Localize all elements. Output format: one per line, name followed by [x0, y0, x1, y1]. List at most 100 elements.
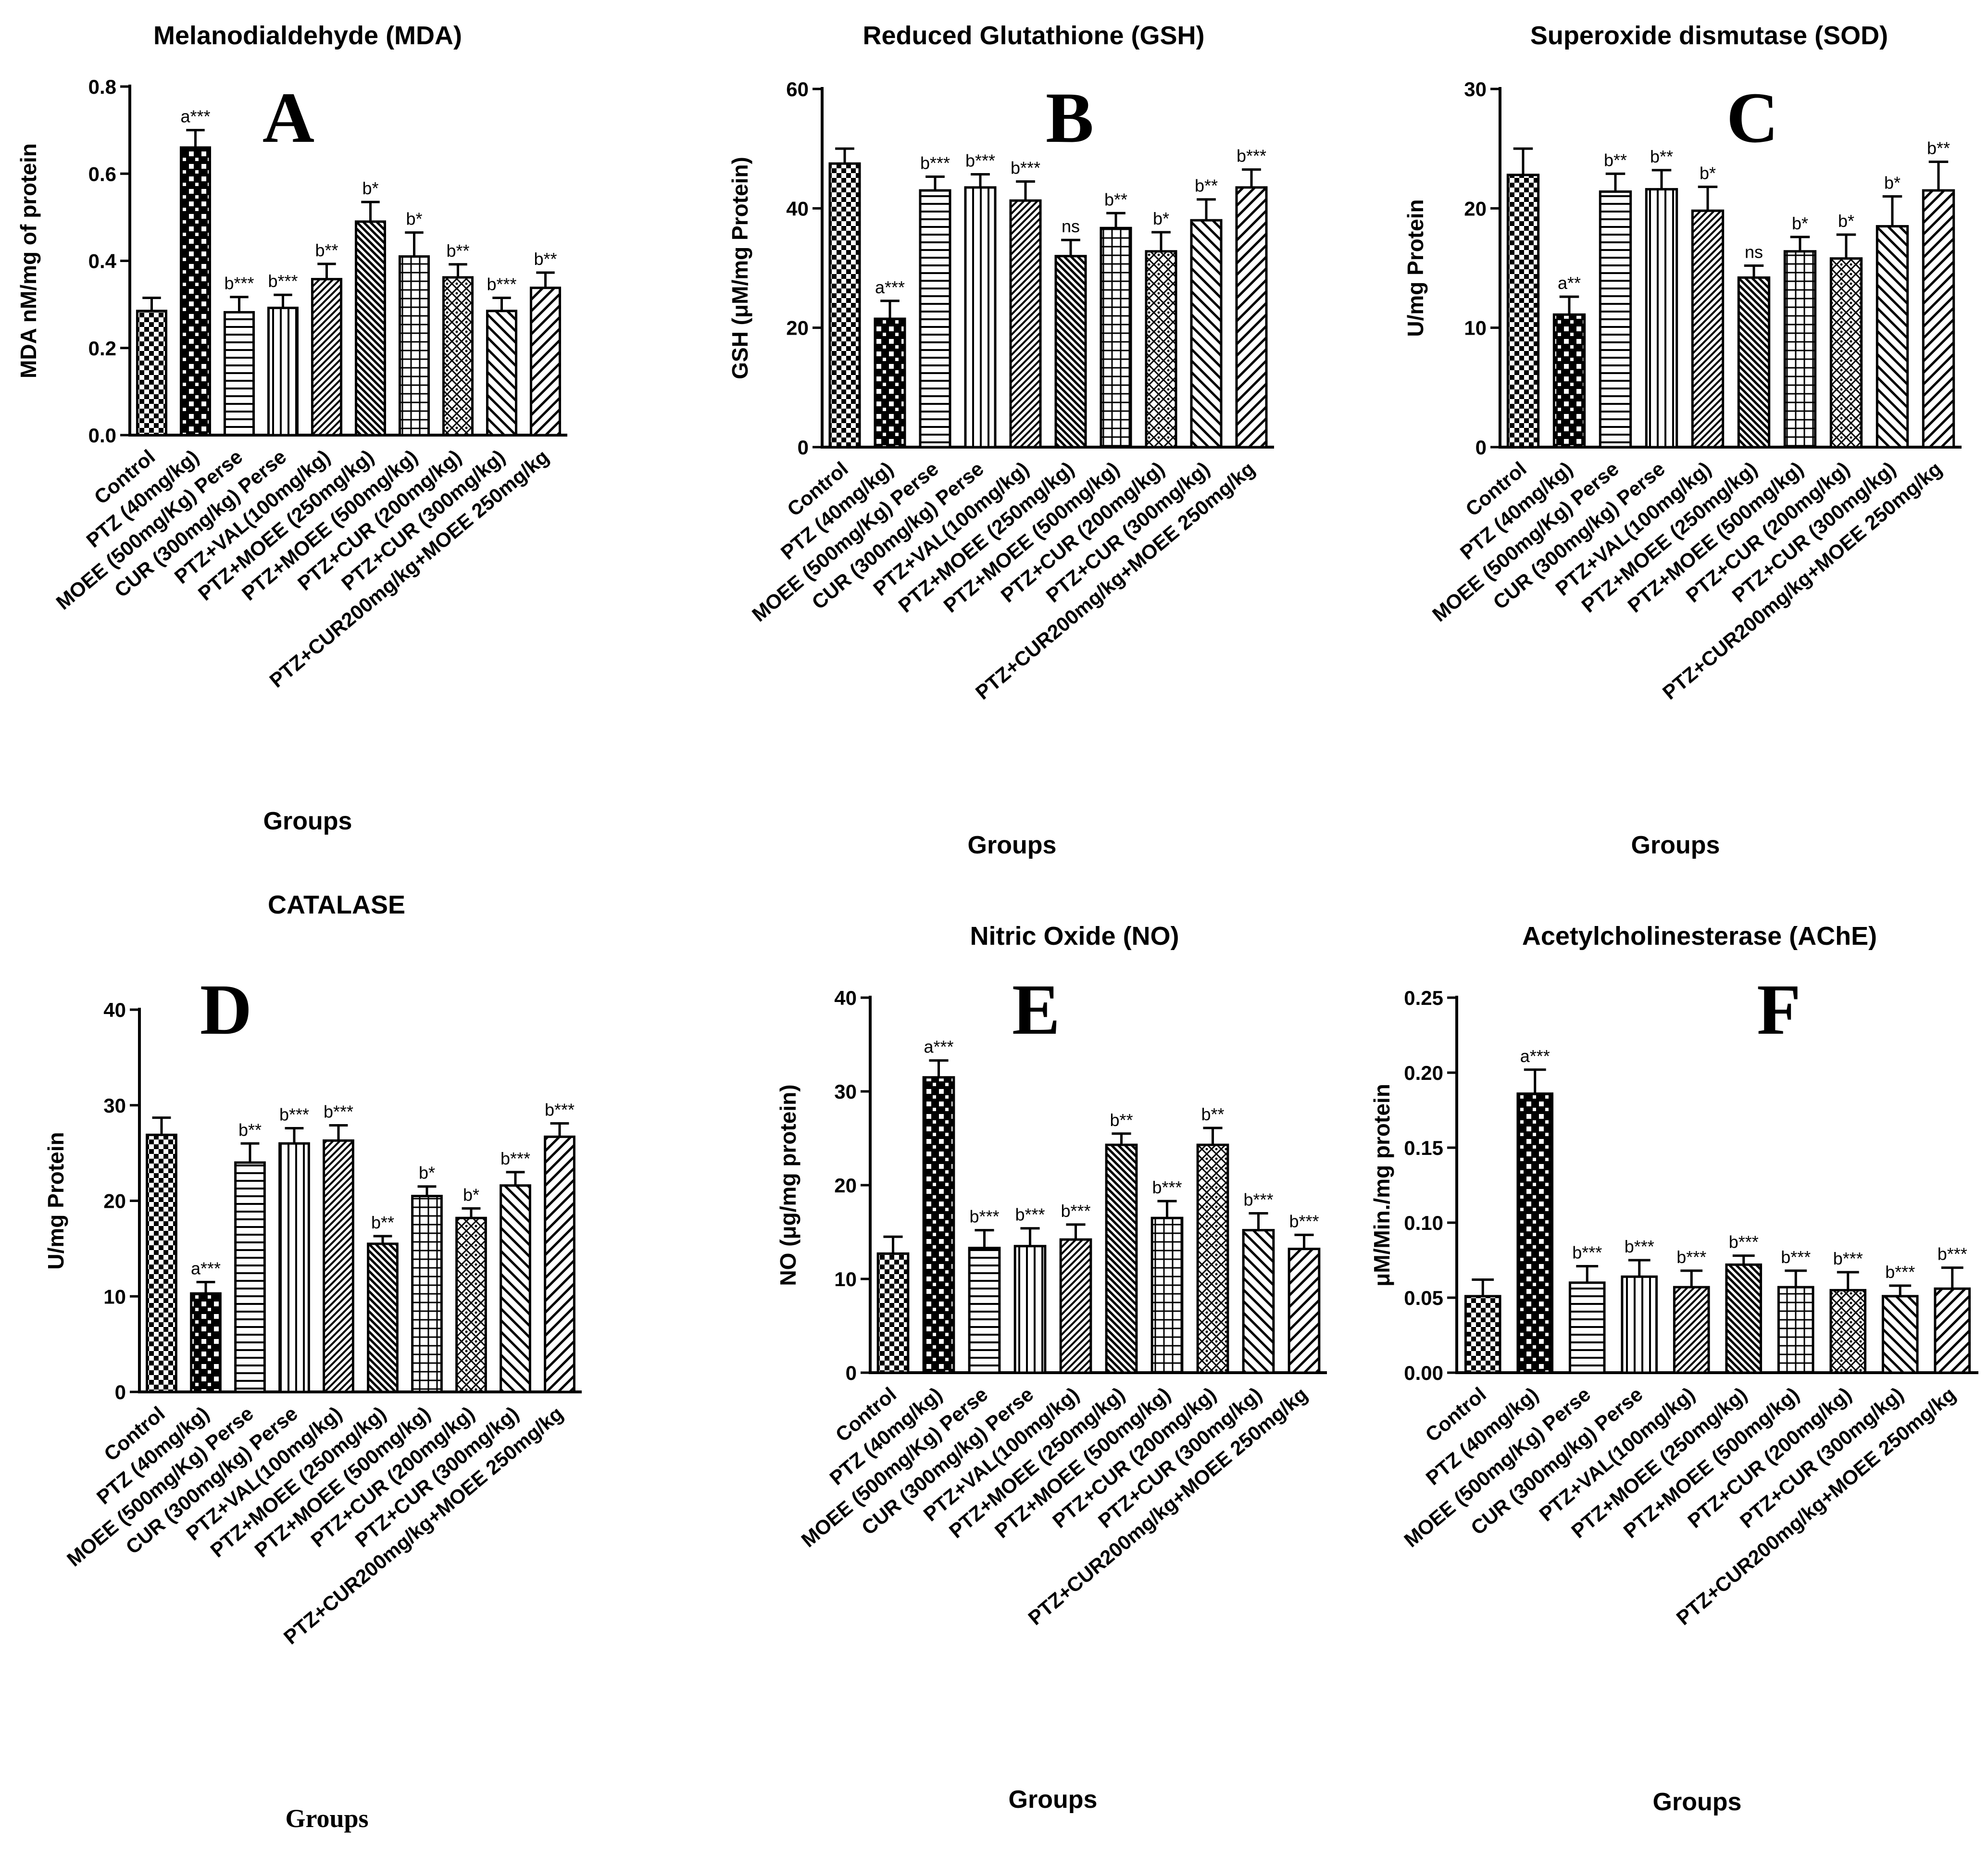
x-axis-label: Groups	[263, 807, 352, 835]
y-tick-label: 0.20	[1404, 1062, 1443, 1084]
bar	[1691, 209, 1725, 449]
bar	[1552, 313, 1586, 449]
y-tick-label: 0.6	[88, 163, 116, 185]
bar	[964, 186, 997, 449]
significance-label: b***	[1243, 1190, 1273, 1210]
bar	[1725, 1263, 1763, 1374]
bar	[367, 1242, 399, 1393]
y-axis-label: NO (μg/mg protein)	[775, 1084, 800, 1286]
significance-label: b***	[324, 1102, 353, 1121]
y-tick-label: 30	[1464, 78, 1487, 100]
bar	[1105, 1143, 1138, 1374]
y-axis-label: MDA nM/mg of protein	[16, 143, 41, 378]
bar	[411, 1195, 443, 1393]
y-tick-label: 0.8	[88, 75, 116, 98]
bar	[442, 276, 474, 437]
chart-title: Reduced Glutathione (GSH)	[863, 21, 1204, 50]
chart-title: Acetylcholinesterase (AChE)	[1522, 922, 1877, 951]
y-tick-label: 30	[834, 1080, 857, 1103]
significance-label: b*	[419, 1163, 435, 1183]
bar	[1881, 1295, 1919, 1374]
bar	[486, 310, 518, 437]
significance-label: b**	[1604, 150, 1627, 170]
chart-title: CATALASE	[268, 890, 405, 919]
bar	[311, 278, 343, 437]
bar	[1737, 276, 1771, 449]
bar	[1242, 1229, 1275, 1374]
significance-label: b**	[1201, 1104, 1224, 1124]
bar	[876, 1252, 910, 1374]
panel-label: B	[1046, 78, 1094, 158]
significance-label: ns	[1745, 242, 1763, 262]
bar	[223, 311, 255, 437]
y-tick-label: 0.0	[88, 424, 116, 447]
panel-label: D	[200, 970, 252, 1050]
bar	[1783, 250, 1817, 449]
panel-label: F	[1757, 970, 1801, 1050]
x-axis-label: Groups	[968, 831, 1057, 859]
significance-label: b***	[487, 275, 516, 294]
y-axis-label: GSH (μM/mg Protein)	[727, 157, 752, 379]
bar	[529, 287, 562, 437]
bar	[1875, 225, 1909, 449]
y-tick-label: 0.15	[1404, 1137, 1443, 1159]
y-tick-label: 40	[786, 197, 809, 220]
bar	[354, 220, 387, 437]
bar	[1922, 189, 1955, 449]
chart-title: Nitric Oxide (NO)	[970, 922, 1179, 951]
y-axis-label: μM/Min./mg protein	[1369, 1084, 1394, 1287]
significance-label: b**	[371, 1213, 394, 1232]
significance-label: b***	[1833, 1249, 1863, 1268]
significance-label: b**	[1110, 1110, 1133, 1130]
x-axis-label: Groups	[1631, 831, 1720, 859]
bar	[1054, 255, 1087, 449]
significance-label: b***	[1152, 1177, 1182, 1197]
bar	[968, 1247, 1001, 1374]
bar	[398, 255, 430, 437]
y-tick-label: 0.05	[1404, 1287, 1443, 1309]
bar	[1059, 1238, 1092, 1374]
bar	[1100, 226, 1132, 449]
bar	[1235, 186, 1268, 449]
bar	[1568, 1281, 1606, 1374]
significance-label: b***	[1572, 1242, 1602, 1262]
significance-label: a***	[191, 1258, 221, 1278]
significance-label: b*	[463, 1185, 479, 1204]
bar	[828, 162, 861, 449]
y-tick-label: 0	[798, 436, 809, 459]
bar	[1506, 174, 1540, 449]
significance-label: b*	[1884, 173, 1900, 193]
significance-label: b*	[1153, 209, 1169, 228]
significance-label: b***	[1885, 1262, 1915, 1282]
y-tick-label: 60	[786, 78, 809, 100]
bar	[1464, 1295, 1501, 1374]
bar	[1288, 1248, 1321, 1374]
bar	[922, 1076, 955, 1374]
significance-label: b**	[315, 240, 338, 260]
bar	[1009, 199, 1042, 449]
y-tick-label: 0.25	[1404, 987, 1443, 1009]
significance-label: b*	[406, 209, 422, 229]
bar	[323, 1139, 354, 1393]
chart-title: Superoxide dismutase (SOD)	[1530, 21, 1888, 50]
panel-label: E	[1012, 970, 1060, 1050]
y-tick-label: 0.10	[1404, 1212, 1443, 1234]
bar	[1196, 1143, 1229, 1374]
significance-label: b*	[1700, 163, 1716, 183]
y-tick-label: 20	[834, 1174, 857, 1197]
bar	[136, 310, 168, 437]
bar	[1777, 1286, 1814, 1374]
y-tick-label: 20	[1464, 197, 1487, 220]
bar	[1829, 257, 1863, 449]
significance-label: b***	[224, 274, 254, 293]
significance-label: b***	[500, 1149, 530, 1168]
bar	[278, 1142, 310, 1393]
y-tick-label: 10	[103, 1285, 126, 1308]
significance-label: ns	[1062, 216, 1080, 236]
bar	[1145, 250, 1177, 449]
y-tick-label: 10	[834, 1268, 857, 1290]
bar	[1829, 1289, 1867, 1374]
